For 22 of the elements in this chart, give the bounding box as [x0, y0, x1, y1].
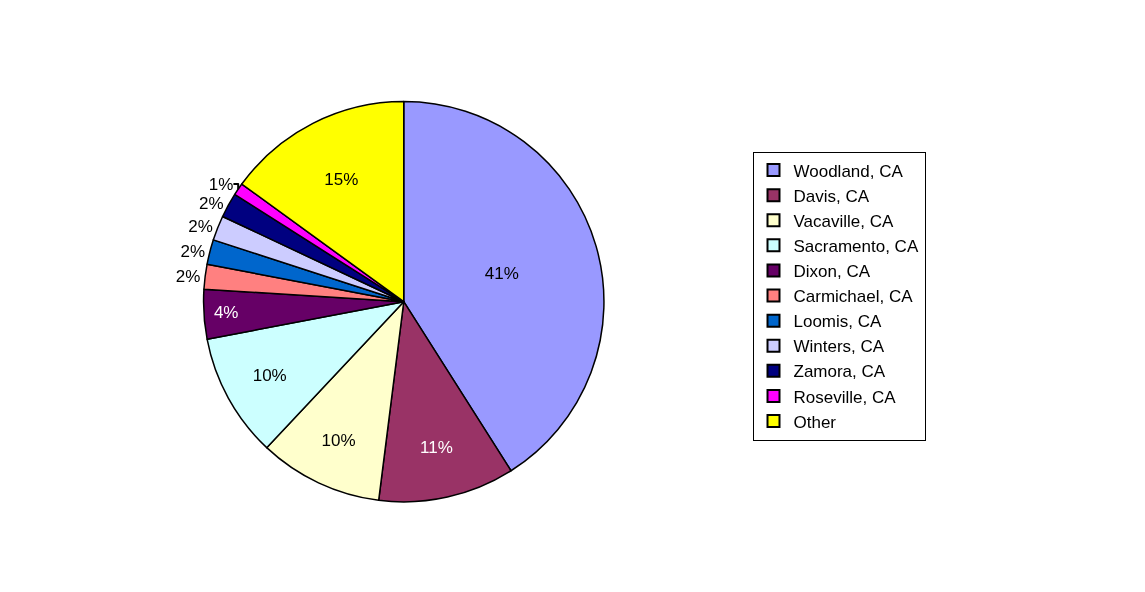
legend-label: Zamora, CA [793, 362, 886, 382]
legend-label: Carmichael, CA [793, 287, 914, 307]
legend-label: Winters, CA [793, 337, 885, 357]
legend-label: Roseville, CA [793, 387, 897, 407]
legend-label: Davis, CA [793, 186, 870, 206]
data-label: 2% [188, 217, 213, 237]
data-label: 11% [419, 438, 453, 458]
legend-label: Vacaville, CA [793, 211, 894, 231]
data-label: 41% [484, 263, 519, 283]
legend-label: Woodland, CA [793, 161, 904, 181]
data-label: 10% [321, 430, 356, 450]
data-label: 4% [213, 303, 239, 323]
data-label: 15% [324, 169, 359, 189]
data-label: 2% [175, 266, 201, 286]
data-label: 1% [208, 174, 234, 194]
legend-label: Loomis, CA [793, 312, 883, 332]
legend-label: Sacramento, CA [793, 236, 919, 256]
legend-label: Dixon, CA [793, 262, 871, 282]
data-label: 10% [252, 365, 287, 385]
data-label: 2% [180, 241, 206, 261]
data-label: 2% [198, 193, 224, 213]
legend-label: Other [793, 412, 837, 432]
